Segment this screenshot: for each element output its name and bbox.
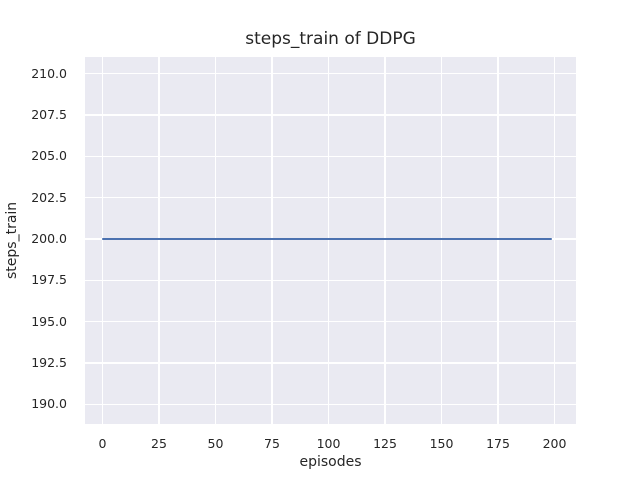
gridline-horizontal [85, 155, 576, 158]
gridline-horizontal [85, 73, 576, 75]
x-tick-label: 50 [207, 436, 224, 451]
y-tick-label: 190.0 [31, 396, 67, 412]
x-tick-label: 150 [429, 436, 454, 451]
gridline-vertical [214, 57, 217, 424]
y-tick-label: 197.5 [31, 272, 67, 288]
gridline-horizontal [85, 279, 576, 282]
plot-area [85, 57, 576, 424]
chart-title: steps_train of DDPG [245, 29, 416, 49]
gridline-vertical [271, 57, 273, 424]
y-tick-label: 210.0 [31, 65, 67, 81]
x-tick-label: 175 [486, 436, 510, 451]
x-tick-label: 75 [264, 436, 280, 451]
y-tick-label: 200.0 [31, 231, 67, 247]
gridline-vertical [440, 57, 443, 424]
gridline-vertical [553, 57, 556, 424]
series-line-steps_train [102, 237, 553, 241]
gridline-horizontal [85, 114, 576, 116]
gridline-vertical [327, 57, 330, 424]
y-tick-label: 202.5 [31, 189, 67, 205]
x-tick-label: 125 [373, 436, 397, 451]
gridline-horizontal [85, 197, 576, 199]
y-tick-label: 192.5 [31, 355, 67, 371]
x-tick-label: 100 [316, 436, 341, 451]
x-tick-label: 0 [98, 436, 107, 451]
gridline-vertical [384, 57, 386, 424]
y-tick-label: 205.0 [31, 148, 67, 164]
gridline-horizontal [85, 362, 576, 364]
x-tick-label: 200 [542, 436, 567, 451]
x-tick-label: 25 [151, 436, 167, 451]
gridline-horizontal [85, 321, 576, 323]
gridline-vertical [101, 57, 104, 424]
y-tick-label: 195.0 [31, 313, 67, 329]
x-axis-label: episodes [299, 454, 362, 470]
gridline-horizontal [85, 403, 576, 406]
y-tick-label: 207.5 [31, 107, 67, 123]
gridline-vertical [158, 57, 160, 424]
gridline-vertical [497, 57, 499, 424]
